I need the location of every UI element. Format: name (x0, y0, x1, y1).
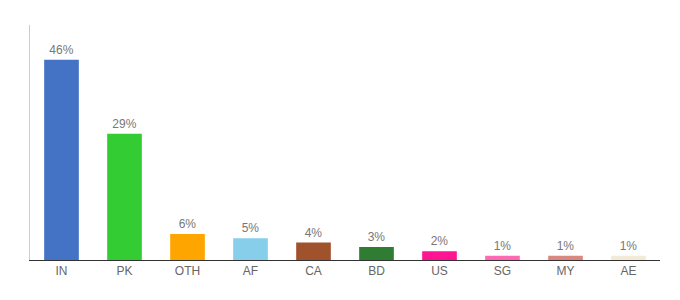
svg-text:PK: PK (116, 264, 132, 278)
svg-text:BD: BD (368, 264, 385, 278)
svg-text:MY: MY (557, 264, 575, 278)
svg-text:1%: 1% (557, 239, 575, 253)
svg-text:OTH: OTH (175, 264, 200, 278)
svg-text:AF: AF (243, 264, 258, 278)
svg-text:1%: 1% (620, 239, 638, 253)
svg-text:IN: IN (56, 264, 68, 278)
svg-text:3%: 3% (368, 230, 386, 244)
svg-text:US: US (431, 264, 448, 278)
svg-text:4%: 4% (305, 226, 323, 240)
svg-text:46%: 46% (49, 43, 73, 57)
svg-text:AE: AE (620, 264, 636, 278)
svg-text:5%: 5% (242, 221, 260, 235)
svg-text:SG: SG (494, 264, 511, 278)
svg-text:1%: 1% (494, 239, 512, 253)
svg-text:CA: CA (305, 264, 322, 278)
svg-text:29%: 29% (112, 117, 136, 131)
svg-text:6%: 6% (179, 217, 197, 231)
svg-text:2%: 2% (431, 234, 449, 248)
